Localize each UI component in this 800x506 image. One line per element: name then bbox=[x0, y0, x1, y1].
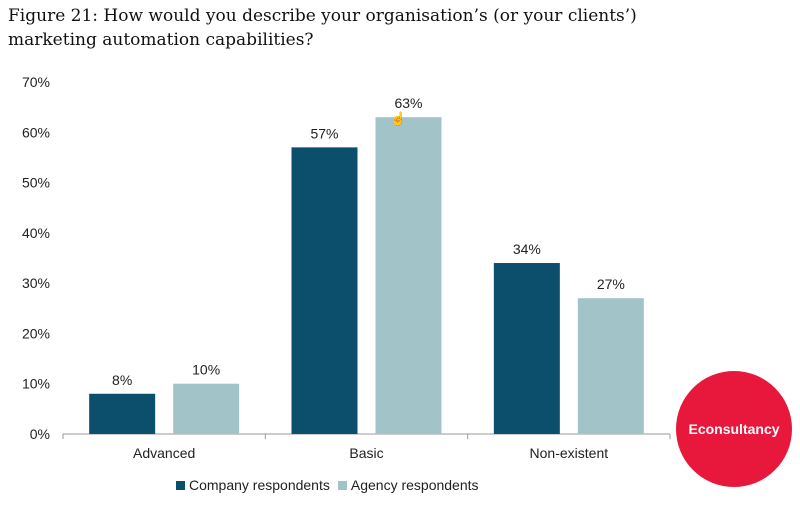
bar bbox=[173, 383, 240, 434]
y-tick-label: 60% bbox=[22, 124, 50, 140]
y-tick-label: 40% bbox=[22, 225, 50, 241]
data-label: 63% bbox=[394, 95, 422, 111]
x-category-label: Basic bbox=[349, 445, 383, 461]
data-label: 57% bbox=[310, 125, 338, 141]
legend-swatch-agency bbox=[337, 480, 347, 490]
legend-label-agency: Agency respondents bbox=[350, 477, 479, 493]
legend-swatch-company bbox=[176, 480, 185, 490]
legend-label-company: Company respondents bbox=[189, 477, 330, 493]
y-tick-label: 50% bbox=[22, 175, 50, 191]
x-category-label: Advanced bbox=[133, 445, 195, 461]
hand-cursor-icon: ☝ bbox=[390, 111, 407, 126]
logo-text: Econsultancy bbox=[688, 421, 780, 437]
y-tick-label: 20% bbox=[22, 325, 50, 341]
y-tick-label: 70% bbox=[22, 74, 50, 90]
legend-item-agency: Agency respondents bbox=[337, 477, 479, 493]
bar bbox=[577, 298, 644, 434]
data-label: 10% bbox=[192, 362, 220, 378]
figure-title: Figure 21: How would you describe your o… bbox=[8, 6, 637, 50]
data-label: 34% bbox=[513, 241, 541, 257]
bar bbox=[89, 393, 156, 434]
y-tick-label: 0% bbox=[30, 426, 50, 442]
bar bbox=[291, 147, 358, 434]
y-tick-label: 10% bbox=[22, 376, 50, 392]
legend: Company respondents Agency respondents bbox=[176, 477, 487, 493]
x-category-label: Non-existent bbox=[530, 445, 609, 461]
data-label: 8% bbox=[112, 372, 132, 388]
data-label: 27% bbox=[597, 276, 625, 292]
bar bbox=[375, 117, 442, 434]
bar bbox=[493, 263, 560, 434]
econsultancy-logo: Econsultancy bbox=[676, 371, 792, 487]
y-tick-label: 30% bbox=[22, 275, 50, 291]
legend-item-company: Company respondents bbox=[176, 477, 330, 493]
